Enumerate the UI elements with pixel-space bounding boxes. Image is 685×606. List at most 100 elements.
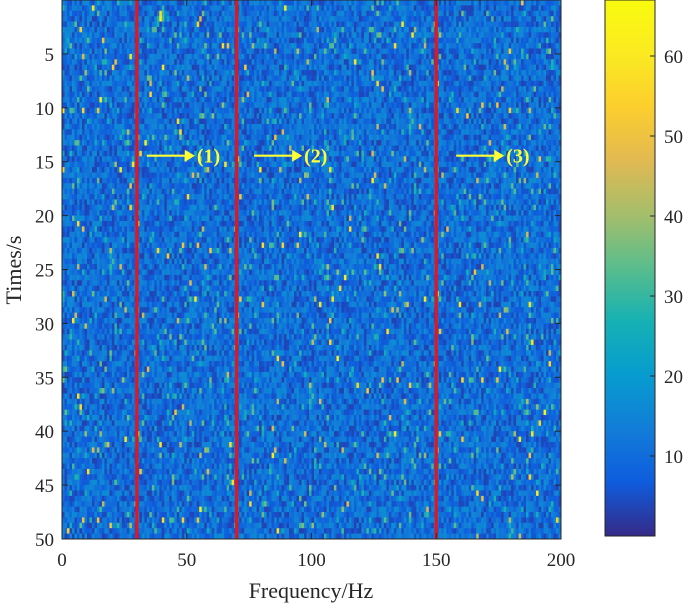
heatmap-cell (161, 48, 165, 55)
heatmap-cell (309, 21, 313, 28)
heatmap-cell (296, 0, 300, 6)
heatmap-cell (556, 53, 560, 60)
heatmap-cell (443, 70, 447, 77)
heatmap-cell (426, 43, 430, 50)
heatmap-cell (478, 16, 482, 23)
heatmap-cell (401, 43, 405, 50)
heatmap-cell (458, 53, 462, 60)
heatmap-cell (81, 70, 86, 77)
heatmap-cell (366, 5, 370, 12)
heatmap-cell (536, 5, 540, 12)
heatmap-cell (221, 48, 225, 55)
heatmap-cell (219, 10, 223, 17)
heatmap-cell (306, 10, 310, 17)
heatmap-cell (294, 80, 298, 87)
heatmap-cell (91, 64, 96, 71)
heatmap-cell (204, 53, 208, 60)
heatmap-cell (393, 43, 397, 50)
heatmap-cell (391, 59, 395, 66)
heatmap-cell (101, 43, 106, 50)
heatmap-cell (96, 59, 101, 66)
heatmap-cell (301, 32, 305, 39)
heatmap-cell (62, 70, 66, 77)
heatmap-cell (488, 75, 492, 82)
heatmap-cell (431, 48, 435, 55)
heatmap-cell (398, 70, 402, 77)
heatmap-cell (109, 48, 113, 55)
heatmap-cell (546, 10, 550, 17)
heatmap-cell (541, 53, 545, 60)
heatmap-cell (206, 48, 210, 55)
heatmap-cell (386, 21, 390, 28)
heatmap-cell (119, 10, 123, 17)
heatmap-cell (501, 80, 505, 87)
heatmap-cell (166, 32, 170, 39)
heatmap-cell (501, 16, 505, 23)
heatmap-cell (304, 21, 308, 28)
heatmap-cell (126, 75, 130, 82)
heatmap-cell (408, 86, 412, 93)
heatmap-cell (378, 86, 382, 93)
heatmap-cell (536, 64, 540, 71)
heatmap-cell (151, 10, 155, 17)
heatmap-cell (154, 16, 158, 23)
heatmap-cell (493, 53, 497, 60)
heatmap-cell (383, 26, 387, 33)
heatmap-cell (501, 10, 505, 17)
heatmap-cell (101, 37, 106, 44)
heatmap-cell (551, 75, 555, 82)
heatmap-cell (189, 59, 193, 66)
heatmap-cell (353, 43, 358, 50)
heatmap-cell (259, 0, 263, 6)
heatmap-cell (271, 43, 275, 50)
heatmap-cell (448, 26, 452, 33)
heatmap-cell (476, 32, 480, 39)
heatmap-cell (81, 21, 86, 28)
heatmap-cell (284, 59, 288, 66)
heatmap-cell (361, 59, 365, 66)
heatmap-cell (231, 53, 235, 60)
heatmap-cell (174, 59, 178, 66)
heatmap-cell (96, 16, 101, 23)
heatmap-cell (411, 32, 415, 39)
heatmap-cell (79, 21, 83, 28)
heatmap-cell (331, 59, 335, 66)
heatmap-cell (209, 32, 213, 39)
heatmap-cell (523, 53, 527, 60)
heatmap-cell (403, 0, 407, 6)
heatmap-cell (76, 37, 81, 44)
heatmap-cell (76, 16, 81, 23)
heatmap-cell (408, 10, 412, 17)
heatmap-cell (169, 5, 173, 12)
heatmap-cell (111, 16, 115, 23)
heatmap-cell (99, 80, 103, 87)
heatmap-cell (281, 80, 285, 87)
heatmap-cell (276, 0, 280, 6)
heatmap-cell (418, 26, 422, 33)
heatmap-cell (114, 21, 118, 28)
heatmap-cell (466, 80, 470, 87)
heatmap-cell (109, 16, 113, 23)
heatmap-cell (99, 10, 103, 17)
heatmap-cell (401, 53, 405, 60)
heatmap-cell (386, 80, 390, 87)
heatmap-cell (129, 53, 133, 60)
heatmap-cell (66, 32, 71, 39)
heatmap-cell (284, 86, 288, 93)
heatmap-cell (176, 16, 180, 23)
heatmap-cell (194, 59, 198, 66)
heatmap-cell (269, 86, 273, 93)
heatmap-cell (336, 43, 340, 50)
heatmap-cell (378, 0, 382, 6)
heatmap-cell (538, 5, 542, 12)
heatmap-cell (486, 16, 490, 23)
heatmap-cell (181, 5, 185, 12)
heatmap-cell (366, 75, 370, 82)
heatmap-cell (398, 53, 402, 60)
heatmap-cell (96, 80, 101, 87)
heatmap-cell (131, 48, 135, 55)
heatmap-cell (531, 37, 535, 44)
heatmap-cell (264, 64, 268, 71)
heatmap-cell (516, 16, 520, 23)
heatmap-cell (343, 37, 348, 44)
